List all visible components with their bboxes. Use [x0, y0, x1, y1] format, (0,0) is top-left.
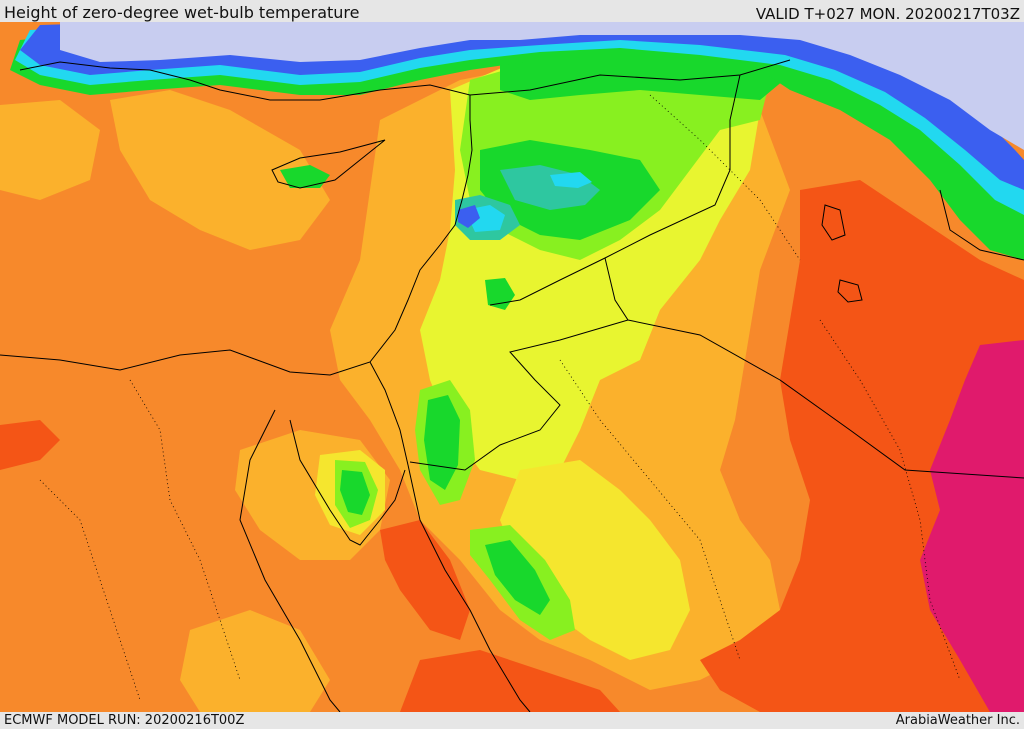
blue-lebanon	[458, 205, 480, 228]
red-sea-east-coast	[407, 464, 531, 712]
sinai-gulf-coast	[289, 419, 406, 546]
turkey-blue-belt	[20, 22, 1024, 190]
header-bar: Height of zero-degree wet-bulb temperatu…	[0, 0, 1024, 23]
syria-iraq-border	[489, 74, 741, 306]
cyan-syria-center	[550, 172, 592, 188]
island-2	[837, 279, 863, 303]
province-line-3	[819, 319, 961, 681]
persian-gulf-coast	[939, 189, 1024, 261]
province-line-5	[39, 479, 141, 701]
magenta-zone	[920, 340, 1024, 712]
province-line-1	[129, 379, 241, 681]
borders-layer	[0, 59, 1024, 712]
valid-time: VALID T+027 MON. 20200217T03Z	[755, 5, 1020, 23]
island-1	[821, 204, 846, 241]
model-run-label: ECMWF MODEL RUN: 20200216T00Z	[4, 713, 245, 728]
province-line-4	[649, 94, 801, 261]
weather-map[interactable]	[0, 22, 1024, 712]
egypt-israel-border	[369, 361, 409, 466]
footer-bar: ECMWF MODEL RUN: 20200216T00Z ArabiaWeat…	[0, 712, 1024, 729]
map-title: Height of zero-degree wet-bulb temperatu…	[4, 3, 360, 22]
jordan-saudi-border	[409, 319, 629, 471]
mediterranean-coast	[0, 61, 473, 376]
brand-label: ArabiaWeather Inc.	[895, 713, 1020, 728]
yellow-arabia-tongue	[500, 460, 690, 660]
province-lines	[39, 94, 961, 701]
turkey-low-zone	[60, 22, 1024, 150]
red-orange-red-sea	[380, 520, 470, 640]
province-line-2	[559, 359, 741, 661]
green-sinai	[340, 470, 370, 515]
green-cyprus	[280, 165, 330, 188]
light-orange-cyprus-area	[110, 90, 330, 250]
red-orange-south-sea	[400, 650, 620, 712]
gulf-islands	[821, 204, 863, 303]
light-orange-west	[0, 100, 100, 200]
green-hijaz	[485, 540, 550, 615]
green-jordan	[424, 395, 460, 490]
light-orange-south	[180, 610, 330, 712]
turkey-green-belt	[10, 30, 1024, 260]
red-sea-west-coast	[239, 409, 341, 712]
cyprus-outline	[271, 139, 386, 189]
map-canvas	[0, 22, 1024, 712]
turkey-border	[469, 59, 791, 96]
jordan-iraq-saudi-border	[604, 257, 1024, 479]
red-orange-west	[0, 420, 60, 470]
